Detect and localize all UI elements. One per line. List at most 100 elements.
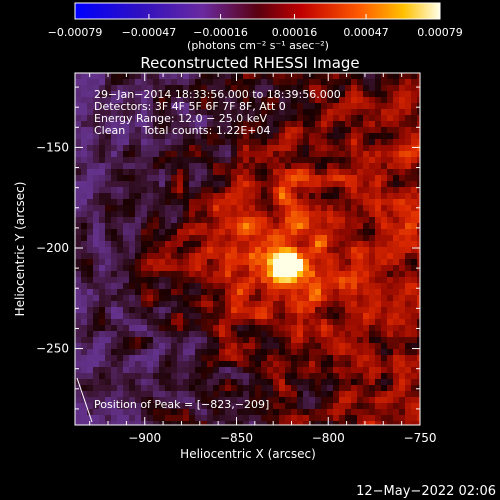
heatmap-cell <box>123 259 130 266</box>
heatmap-cell <box>267 133 274 140</box>
heatmap-cell <box>387 289 394 296</box>
heatmap-cell <box>195 283 202 290</box>
heatmap-cell <box>375 115 382 122</box>
heatmap-cell <box>309 265 316 272</box>
heatmap-cell <box>237 301 244 308</box>
heatmap-cell <box>129 331 136 338</box>
heatmap-cell <box>225 115 232 122</box>
heatmap-cell <box>309 283 316 290</box>
heatmap-cell <box>297 133 304 140</box>
heatmap-cell <box>117 391 124 398</box>
heatmap-cell <box>345 133 352 140</box>
heatmap-cell <box>171 265 178 272</box>
heatmap-cell <box>273 97 280 104</box>
heatmap-cell <box>213 271 220 278</box>
heatmap-cell <box>75 421 82 425</box>
heatmap-cell <box>261 139 268 146</box>
heatmap-cell <box>231 181 238 188</box>
heatmap-cell <box>255 91 262 98</box>
heatmap-cell <box>285 247 292 254</box>
heatmap-cell <box>297 253 304 260</box>
heatmap-cell <box>285 385 292 392</box>
heatmap-cell <box>117 187 124 194</box>
heatmap-cell <box>297 223 304 230</box>
heatmap-cell <box>381 211 388 218</box>
heatmap-cell <box>93 265 100 272</box>
heatmap-cell <box>243 91 250 98</box>
heatmap-cell <box>123 199 130 206</box>
heatmap-cell <box>219 391 226 398</box>
heatmap-cell <box>255 313 262 320</box>
heatmap-cell <box>141 97 148 104</box>
heatmap-cell <box>207 235 214 242</box>
heatmap-cell <box>393 223 400 230</box>
heatmap-cell <box>207 421 214 425</box>
heatmap-cell <box>81 133 88 140</box>
heatmap-cell <box>417 199 420 206</box>
heatmap-cell <box>309 187 316 194</box>
heatmap-cell <box>357 397 364 404</box>
heatmap-cell <box>231 157 238 164</box>
heatmap-cell <box>231 355 238 362</box>
heatmap-cell <box>141 277 148 284</box>
heatmap-cell <box>303 175 310 182</box>
heatmap-cell <box>387 145 394 152</box>
heatmap-cell <box>219 283 226 290</box>
heatmap-cell <box>219 85 226 92</box>
heatmap-cell <box>405 391 412 398</box>
heatmap-cell <box>117 301 124 308</box>
heatmap-cell <box>291 175 298 182</box>
heatmap-cell <box>273 391 280 398</box>
heatmap-cell <box>393 271 400 278</box>
heatmap-cell <box>183 277 190 284</box>
heatmap-cell <box>333 307 340 314</box>
heatmap-cell <box>171 235 178 242</box>
heatmap-cell <box>255 403 262 410</box>
heatmap-cell <box>339 259 346 266</box>
heatmap-cell <box>333 133 340 140</box>
heatmap-cell <box>345 313 352 320</box>
heatmap-cell <box>183 127 190 134</box>
heatmap-cell <box>159 193 166 200</box>
heatmap-cell <box>321 415 328 422</box>
heatmap-cell <box>333 145 340 152</box>
heatmap-cell <box>213 331 220 338</box>
heatmap-cell <box>159 421 166 425</box>
heatmap-cell <box>249 217 256 224</box>
heatmap-cell <box>267 193 274 200</box>
heatmap-cell <box>369 85 376 92</box>
heatmap-cell <box>291 169 298 176</box>
heatmap-cell <box>279 217 286 224</box>
heatmap-cell <box>261 163 268 170</box>
heatmap-cell <box>93 145 100 152</box>
heatmap-cell <box>183 295 190 302</box>
heatmap-cell <box>381 331 388 338</box>
heatmap-cell <box>153 229 160 236</box>
heatmap-cell <box>273 199 280 206</box>
heatmap-cell <box>297 247 304 254</box>
heatmap-cell <box>327 145 334 152</box>
heatmap-cell <box>141 223 148 230</box>
heatmap-cell <box>177 397 184 404</box>
heatmap-cell <box>201 247 208 254</box>
heatmap-cell <box>381 115 388 122</box>
heatmap-cell <box>267 229 274 236</box>
heatmap-cell <box>279 157 286 164</box>
heatmap-cell <box>369 289 376 296</box>
heatmap-cell <box>225 361 232 368</box>
heatmap-cell <box>387 355 394 362</box>
heatmap-cell <box>369 157 376 164</box>
heatmap-cell <box>267 223 274 230</box>
heatmap-cell <box>303 157 310 164</box>
heatmap-cell <box>249 415 256 422</box>
heatmap-cell <box>165 325 172 332</box>
heatmap-cell <box>207 211 214 218</box>
heatmap-cell <box>147 373 154 380</box>
heatmap-cell <box>369 187 376 194</box>
heatmap-cell <box>339 157 346 164</box>
heatmap-cell <box>111 247 118 254</box>
heatmap-cell <box>417 217 420 224</box>
heatmap-cell <box>201 289 208 296</box>
heatmap-cell <box>123 307 130 314</box>
heatmap-cell <box>345 271 352 278</box>
